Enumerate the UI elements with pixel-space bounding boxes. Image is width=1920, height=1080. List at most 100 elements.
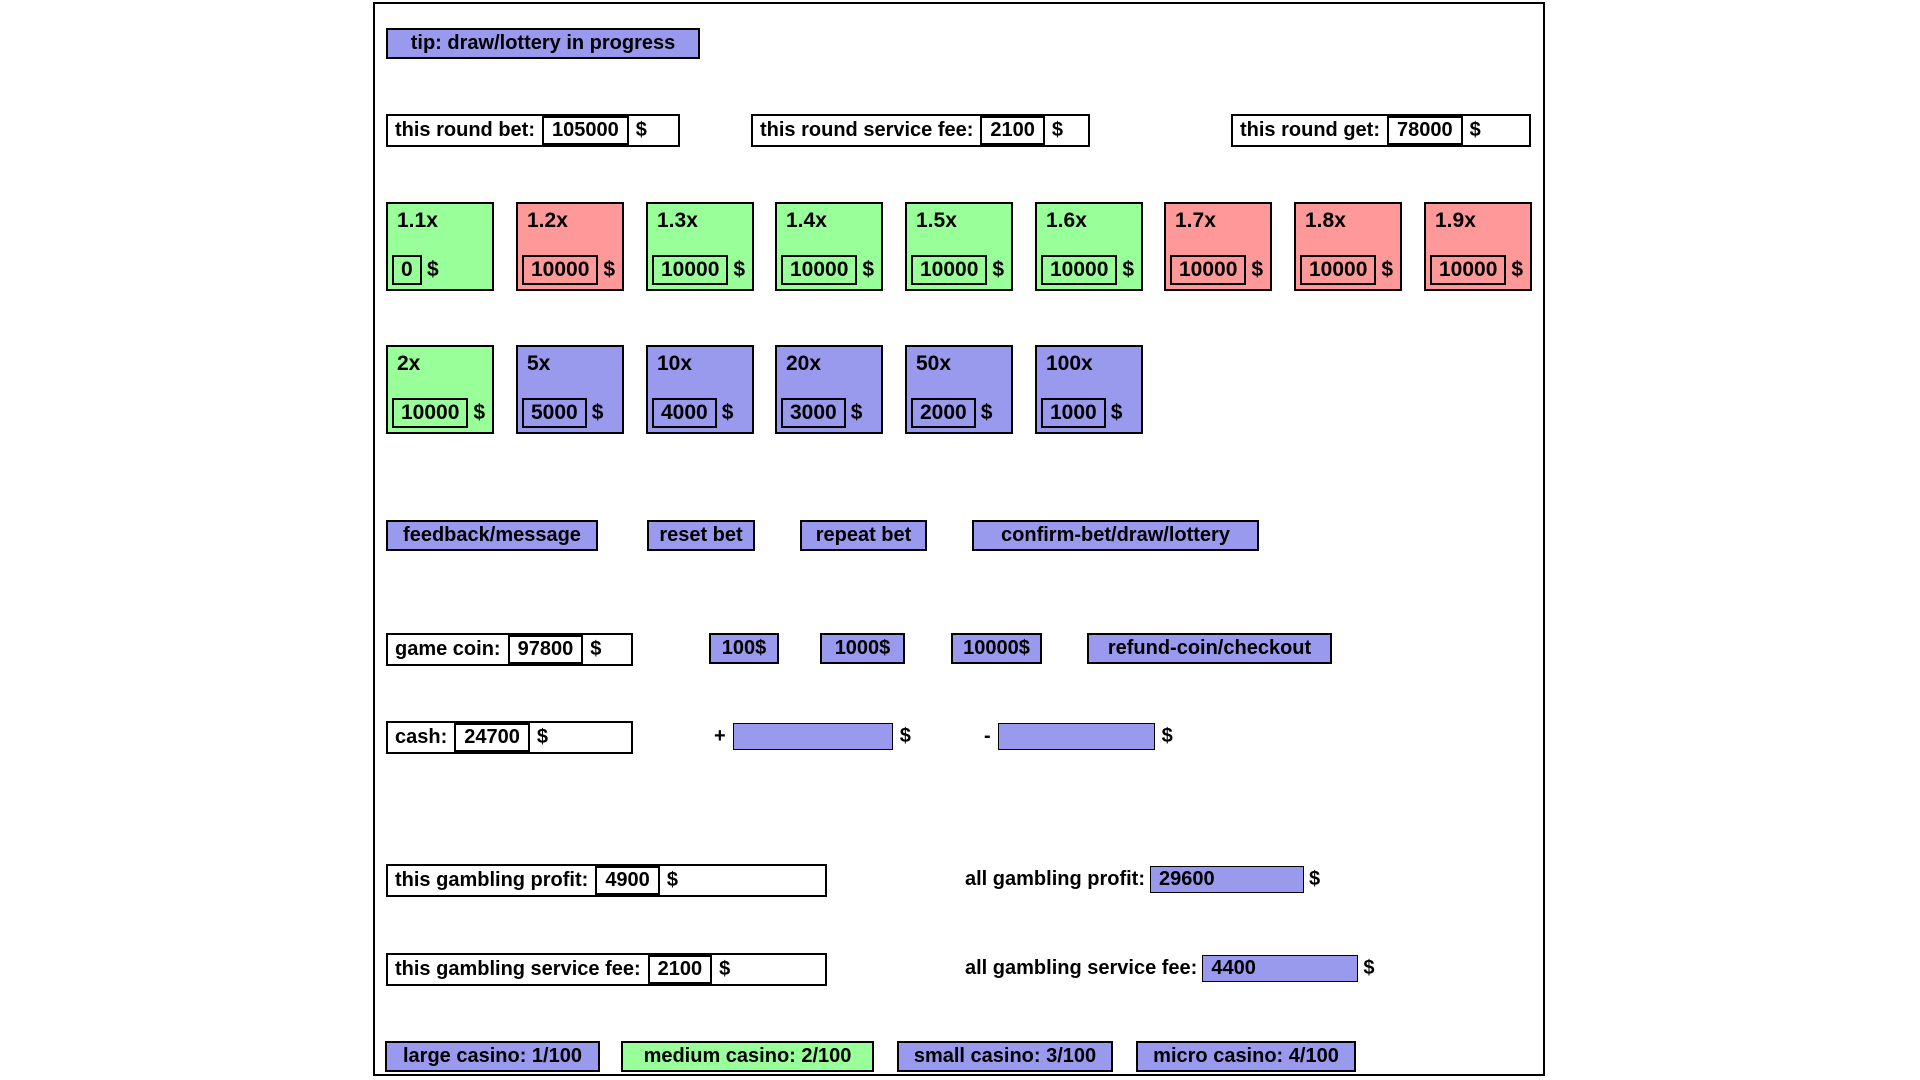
bet-option-1-9x[interactable]: 1.9x 10000 $	[1424, 202, 1532, 291]
cash-withdraw-input[interactable]	[997, 723, 1155, 750]
currency-symbol: $	[980, 401, 993, 424]
currency-symbol: $	[850, 401, 863, 424]
round-get-value: 78000	[1386, 116, 1463, 145]
currency-symbol: $	[1110, 401, 1123, 424]
game-coin-value: 97800	[507, 635, 584, 664]
all-gambling-profit-value: 29600	[1150, 866, 1304, 893]
currency-symbol: $	[666, 869, 678, 891]
round-service-fee-value: 2100	[980, 116, 1045, 145]
bet-amount-field: 10000	[1300, 255, 1377, 285]
round-service-fee-group: this round service fee: 2100 $	[751, 114, 1090, 147]
currency-symbol: $	[1251, 258, 1264, 281]
medium-casino-button[interactable]: medium casino: 2/100	[621, 1041, 874, 1072]
all-gambling-service-fee-row: all gambling service fee: 4400 $	[965, 953, 1374, 984]
game-panel: tip: draw/lottery in progress this round…	[373, 2, 1545, 1076]
bet-amount-field: 3000	[781, 398, 846, 428]
bet-option-1-1x[interactable]: 1.1x 0 $	[386, 202, 494, 291]
round-bet-value: 105000	[541, 116, 629, 145]
bet-amount-field: 2000	[911, 398, 976, 428]
multiplier-label: 1.3x	[657, 209, 698, 232]
bet-amount-field: 10000	[911, 255, 988, 285]
bet-amount-field: 5000	[522, 398, 587, 428]
round-bet-group: this round bet: 105000 $	[386, 114, 680, 147]
buy-coin-1000-button[interactable]: 1000$	[820, 633, 905, 664]
this-gambling-service-fee-value: 2100	[647, 955, 713, 984]
multiplier-label: 1.4x	[786, 209, 827, 232]
bet-amount-field: 10000	[522, 255, 599, 285]
multiplier-label: 1.5x	[916, 209, 957, 232]
buy-coin-100-button[interactable]: 100$	[709, 633, 779, 664]
bet-amount-field: 10000	[1430, 255, 1507, 285]
currency-symbol: $	[1469, 119, 1481, 141]
multiplier-label: 50x	[916, 352, 952, 375]
bet-option-1-2x[interactable]: 1.2x 10000 $	[516, 202, 624, 291]
multiplier-label: 1.8x	[1305, 209, 1346, 232]
reset-bet-button[interactable]: reset bet	[647, 520, 755, 551]
cash-withdraw-row: - $	[984, 721, 1173, 752]
small-casino-button[interactable]: small casino: 3/100	[897, 1041, 1113, 1072]
tip-banner: tip: draw/lottery in progress	[386, 28, 700, 59]
currency-symbol: $	[862, 258, 875, 281]
bet-option-100x[interactable]: 100x 1000 $	[1035, 345, 1143, 434]
micro-casino-button[interactable]: micro casino: 4/100	[1136, 1041, 1356, 1072]
bet-option-2x[interactable]: 2x 10000 $	[386, 345, 494, 434]
bet-option-1-4x[interactable]: 1.4x 10000 $	[775, 202, 883, 291]
multiplier-label: 1.2x	[527, 209, 568, 232]
bet-option-1-5x[interactable]: 1.5x 10000 $	[905, 202, 1013, 291]
multiplier-label: 1.7x	[1175, 209, 1216, 232]
bet-amount-field: 10000	[1041, 255, 1118, 285]
multiplier-label: 20x	[786, 352, 822, 375]
multiplier-label: 2x	[397, 352, 421, 375]
large-casino-button[interactable]: large casino: 1/100	[385, 1041, 600, 1072]
multiplier-label: 1.6x	[1046, 209, 1087, 232]
currency-symbol: $	[1051, 119, 1064, 141]
cash-deposit-input[interactable]	[732, 723, 893, 750]
minus-sign: -	[984, 725, 991, 747]
plus-sign: +	[714, 725, 726, 747]
bet-amount-field: 10000	[652, 255, 729, 285]
all-gambling-profit-label: all gambling profit:	[965, 868, 1145, 890]
multiplier-label: 100x	[1046, 352, 1093, 375]
currency-symbol: $	[473, 401, 486, 424]
currency-symbol: $	[635, 119, 647, 141]
this-gambling-profit-group: this gambling profit: 4900 $	[386, 864, 827, 897]
currency-symbol: $	[1122, 258, 1135, 281]
currency-symbol: $	[733, 258, 746, 281]
game-coin-label: game coin:	[395, 638, 501, 660]
round-bet-label: this round bet:	[395, 119, 535, 141]
bet-amount-field: 10000	[1170, 255, 1247, 285]
currency-symbol: $	[992, 258, 1005, 281]
all-gambling-service-fee-label: all gambling service fee:	[965, 957, 1198, 979]
all-gambling-profit-row: all gambling profit: 29600 $	[965, 864, 1320, 895]
currency-symbol: $	[591, 401, 604, 424]
currency-symbol: $	[590, 638, 602, 660]
bet-amount-field: 0	[392, 255, 422, 285]
multiplier-label: 1.1x	[397, 209, 438, 232]
cash-label: cash:	[395, 726, 448, 748]
bet-option-1-7x[interactable]: 1.7x 10000 $	[1164, 202, 1272, 291]
repeat-bet-button[interactable]: repeat bet	[800, 520, 927, 551]
refund-coin-checkout-button[interactable]: refund-coin/checkout	[1087, 633, 1332, 664]
this-gambling-profit-label: this gambling profit:	[395, 869, 589, 891]
multiplier-label: 10x	[657, 352, 693, 375]
currency-symbol: $	[1309, 868, 1321, 890]
currency-symbol: $	[721, 401, 734, 424]
round-get-label: this round get:	[1240, 119, 1380, 141]
bet-option-50x[interactable]: 50x 2000 $	[905, 345, 1013, 434]
confirm-bet-draw-lottery-button[interactable]: confirm-bet/draw/lottery	[972, 520, 1259, 551]
currency-symbol: $	[899, 725, 911, 747]
feedback-message-button[interactable]: feedback/message	[386, 520, 598, 551]
this-gambling-profit-value: 4900	[595, 866, 660, 895]
bet-option-5x[interactable]: 5x 5000 $	[516, 345, 624, 434]
currency-symbol: $	[1511, 258, 1524, 281]
game-coin-group: game coin: 97800 $	[386, 633, 633, 666]
bet-option-1-3x[interactable]: 1.3x 10000 $	[646, 202, 754, 291]
cash-value: 24700	[454, 723, 530, 752]
bet-option-1-8x[interactable]: 1.8x 10000 $	[1294, 202, 1402, 291]
multiplier-label: 1.9x	[1435, 209, 1476, 232]
bet-option-20x[interactable]: 20x 3000 $	[775, 345, 883, 434]
bet-amount-field: 4000	[652, 398, 717, 428]
bet-option-10x[interactable]: 10x 4000 $	[646, 345, 754, 434]
bet-option-1-6x[interactable]: 1.6x 10000 $	[1035, 202, 1143, 291]
buy-coin-10000-button[interactable]: 10000$	[951, 633, 1042, 664]
